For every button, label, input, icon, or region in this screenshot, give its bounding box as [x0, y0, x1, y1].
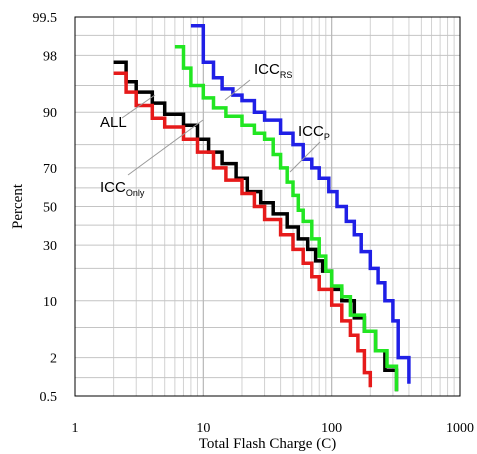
y-tick-label: 0.5 [40, 390, 58, 405]
annotation-leader-line [121, 94, 156, 119]
y-tick-label: 50 [43, 201, 57, 216]
y-tick-label: 98 [43, 49, 57, 64]
x-axis-title: Total Flash Charge (C) [199, 436, 336, 452]
x-tick-label: 100 [321, 421, 342, 436]
x-tick-label: 1000 [446, 421, 474, 436]
y-tick-label: 2 [50, 352, 57, 367]
series-line-all [113, 60, 399, 392]
series-annotations: ALL ICCRS ICCP ICCOnly [100, 61, 330, 198]
series-label-iccrs: ICCRS [254, 61, 292, 80]
y-tick-label: 90 [43, 106, 57, 121]
x-tick-label: 1 [72, 421, 79, 436]
series-label-iccp: ICCP [298, 123, 330, 142]
grid-minor [75, 17, 460, 396]
series-line-icconly [113, 71, 373, 388]
series-label-icconly: ICCOnly [100, 179, 145, 198]
annotation-leader-line [289, 141, 321, 173]
y-tick-label: 10 [43, 295, 57, 310]
series-line-iccp [174, 45, 399, 392]
x-tick-labels: 1 10 100 1000 [72, 421, 475, 436]
y-tick-label: 30 [43, 239, 57, 254]
plot-frame [74, 16, 461, 397]
series-label-all: ALL [100, 114, 127, 131]
y-tick-label: 70 [43, 162, 57, 177]
annotation-leader-line [127, 119, 204, 176]
y-tick-labels: 0.5 2 10 30 50 70 90 98 99.5 [33, 11, 58, 405]
series-layer [113, 23, 411, 392]
annotation-leader-line [224, 79, 251, 101]
x-tick-label: 10 [196, 421, 210, 436]
y-tick-label: 99.5 [33, 11, 58, 26]
y-axis-title: Percent [10, 183, 26, 229]
